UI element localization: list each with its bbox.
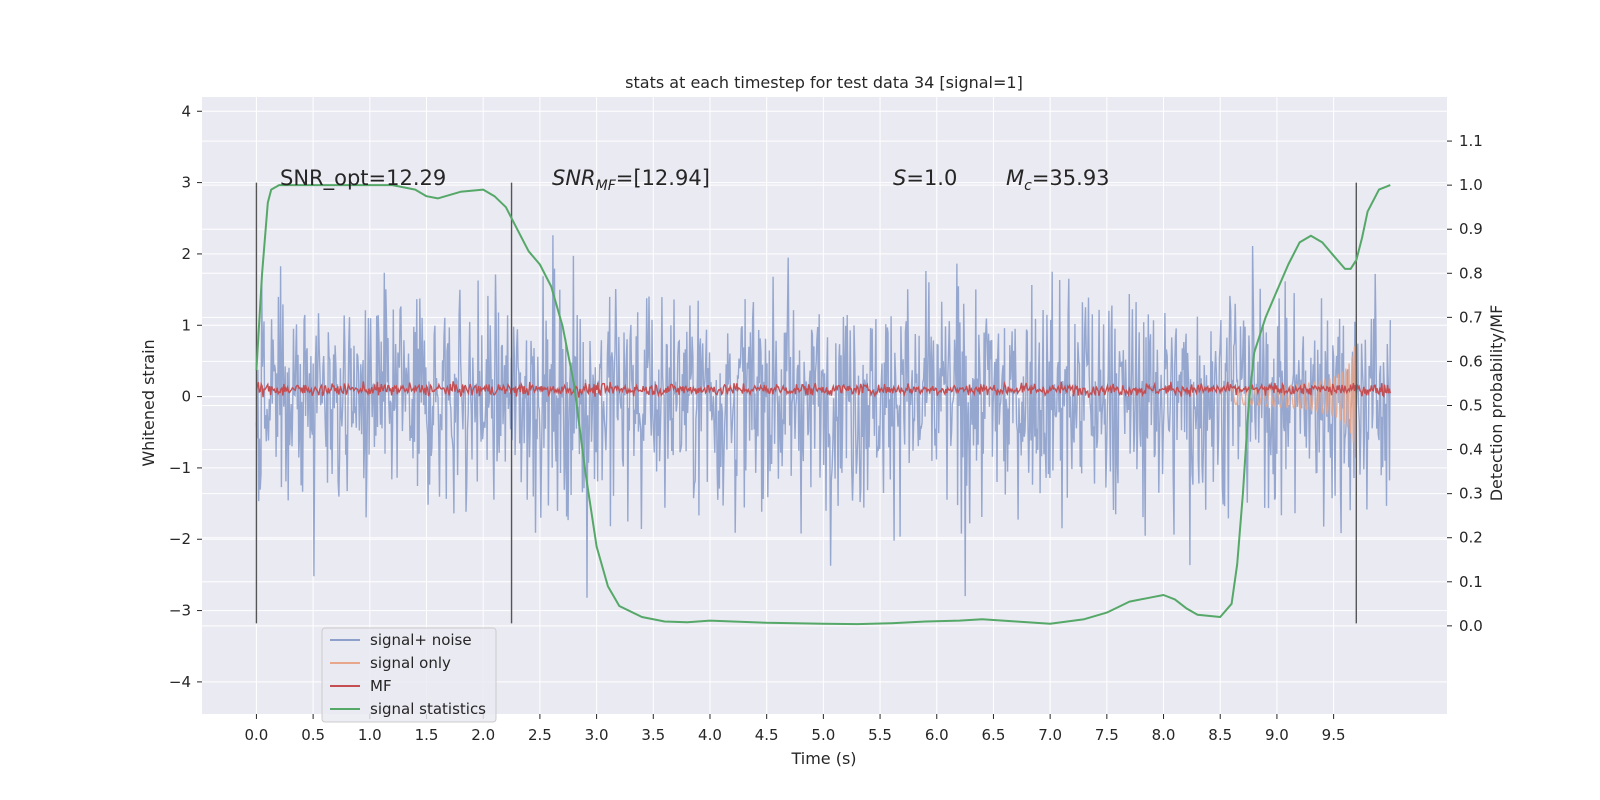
- series-signal-only-line: [1231, 328, 1357, 458]
- y-left-tick-label: −4: [169, 673, 191, 691]
- x-tick-label: 4.5: [755, 726, 779, 744]
- annotation-snr-mf-name: SNR: [552, 166, 596, 190]
- x-tick-label: 6.5: [982, 726, 1006, 744]
- legend-label-signal-noise: signal+ noise: [370, 631, 472, 649]
- annotation-s-value: =1.0: [906, 166, 957, 190]
- annotation-s-name: S: [893, 166, 906, 190]
- y-left-tick-label: −1: [169, 459, 191, 477]
- x-tick-label: 8.5: [1208, 726, 1232, 744]
- y-right-tick-label: 0.4: [1459, 441, 1483, 459]
- x-tick-label: 7.0: [1038, 726, 1062, 744]
- y-left-tick-label: 1: [181, 316, 191, 334]
- x-tick-label: 8.0: [1152, 726, 1176, 744]
- y-axis-label-right: Detection probability/MF: [1487, 305, 1506, 502]
- y-left-tick-label: 0: [181, 388, 191, 406]
- x-tick-label: 3.0: [585, 726, 609, 744]
- y-right-tick-label: 0.9: [1459, 220, 1483, 238]
- legend-label-mf: MF: [370, 677, 392, 695]
- annotation-mc-name: M: [1006, 166, 1024, 190]
- x-tick-label: 1.0: [358, 726, 382, 744]
- legend-label-signal-statistics: signal statistics: [370, 700, 486, 718]
- x-tick-label: 4.0: [698, 726, 722, 744]
- series-mf-line: [255, 380, 1391, 398]
- x-tick-label: 1.5: [415, 726, 439, 744]
- y-left-tick-label: 3: [181, 174, 191, 192]
- y-right-tick-label: 0.2: [1459, 529, 1483, 547]
- series-signal-noise-line: [255, 235, 1391, 598]
- y-right-tick-label: 0.6: [1459, 352, 1483, 370]
- x-tick-label: 7.5: [1095, 726, 1119, 744]
- y-left-tick-label: 2: [181, 245, 191, 263]
- x-tick-label: 9.5: [1322, 726, 1346, 744]
- y-right-tick-label: 0.8: [1459, 264, 1483, 282]
- annotation-mc: Mc=35.93: [1006, 166, 1110, 194]
- y-right-tick-label: 0.7: [1459, 308, 1483, 326]
- series-signal-statistics-line: [255, 184, 1391, 626]
- annotation-s: S=1.0: [893, 166, 957, 190]
- y-right-tick-label: 0.5: [1459, 397, 1483, 415]
- data-layer: [255, 182, 1391, 626]
- chart-title: stats at each timestep for test data 34 …: [625, 73, 1023, 92]
- y-right-tick-label: 0.3: [1459, 485, 1483, 503]
- annotation-snr-mf: SNRMF=[12.94]: [552, 166, 710, 194]
- x-tick-label: 0.0: [244, 726, 268, 744]
- x-tick-label: 2.5: [528, 726, 552, 744]
- x-tick-label: 5.0: [811, 726, 835, 744]
- y-right-tick-label: 1.0: [1459, 176, 1483, 194]
- y-axis-label-left: Whitened strain: [139, 339, 158, 466]
- x-tick-label: 9.0: [1265, 726, 1289, 744]
- y-right-tick-label: 0.1: [1459, 573, 1483, 591]
- axis-layer: 0.0 0.5 1.0 1.5 2.0 2.5 3.0 3.5 4.0 4.5 5.0 5.5 6.0 6…: [169, 102, 1483, 744]
- x-tick-label: 5.5: [868, 726, 892, 744]
- x-tick-label: 3.5: [641, 726, 665, 744]
- legend: signal+ noise signal only MF signal stat…: [321, 627, 497, 723]
- annotation-snr-opt: SNR_opt=12.29: [280, 166, 446, 191]
- y-left-tick-label: −2: [169, 530, 191, 548]
- x-tick-label: 6.0: [925, 726, 949, 744]
- x-axis-label: Time (s): [790, 749, 856, 768]
- y-right-tick-label: 0.0: [1459, 617, 1483, 635]
- y-left-tick-label: 4: [181, 102, 191, 120]
- y-left-tick-label: −3: [169, 602, 191, 620]
- annotation-snr-mf-sub: MF: [596, 178, 617, 194]
- annotation-mc-sub: c: [1024, 178, 1032, 194]
- annotation-snr-mf-value: =[12.94]: [616, 166, 710, 190]
- x-tick-label: 0.5: [301, 726, 325, 744]
- legend-label-signal-only: signal only: [370, 654, 451, 672]
- y-right-tick-label: 1.1: [1459, 132, 1483, 150]
- legend-box: [321, 627, 497, 723]
- annotation-mc-value: =35.93: [1032, 166, 1110, 190]
- x-tick-label: 2.0: [471, 726, 495, 744]
